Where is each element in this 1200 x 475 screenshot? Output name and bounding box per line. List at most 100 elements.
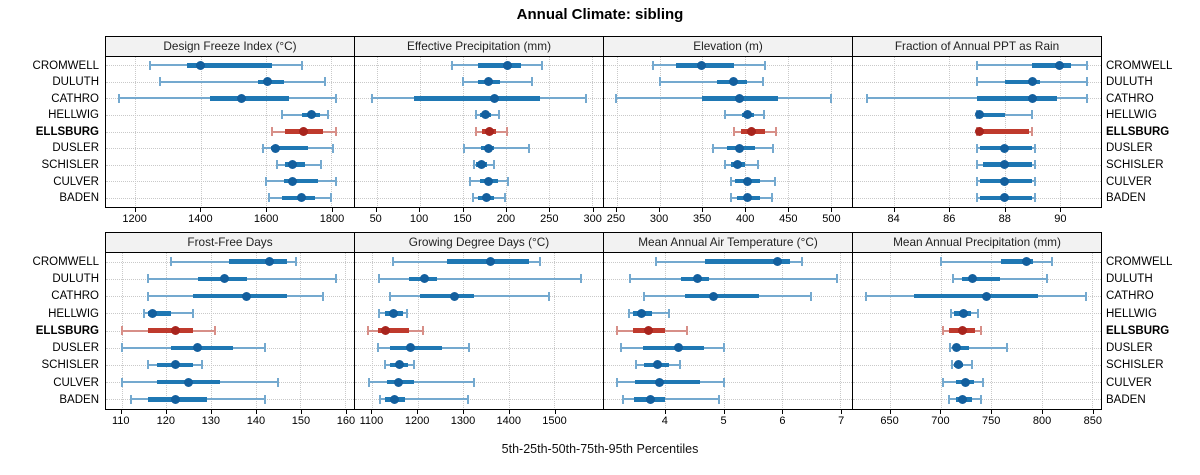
median-dot	[482, 193, 492, 203]
row-label-right: DULUTH	[1106, 273, 1153, 286]
median-dot	[264, 257, 274, 267]
gridline-horizontal	[853, 364, 1101, 366]
iqr-bar-25th-75th	[1001, 259, 1034, 264]
panel-box: Growing Degree Days (°C)	[354, 232, 604, 410]
iqr-bar-25th-75th	[634, 379, 700, 385]
whisker-end-cap	[271, 127, 274, 136]
axis-tick-label: 4	[661, 414, 668, 427]
axis-tick-mark	[991, 409, 993, 414]
whisker-end-cap	[321, 291, 324, 301]
whisker-end-cap	[614, 93, 617, 103]
whisker-end-cap	[461, 77, 464, 87]
gridline-horizontal	[604, 131, 852, 133]
panel-plot	[853, 57, 1101, 206]
axis-tick-label: 800	[1032, 414, 1052, 427]
axis-tick-mark	[831, 207, 833, 212]
whisker-end-cap	[722, 343, 725, 353]
whisker-end-cap	[580, 274, 583, 284]
row-label-right: ELLSBURG	[1106, 125, 1170, 138]
gridline-horizontal	[106, 131, 354, 133]
whisker-end-cap	[469, 176, 472, 186]
axis-tick-mark	[266, 207, 268, 212]
row-label-right: HELLWIG	[1106, 307, 1157, 320]
gridline-horizontal	[604, 347, 852, 349]
whisker-end-cap	[835, 274, 838, 284]
gridline-horizontal	[106, 164, 354, 166]
whisker-end-cap	[976, 176, 978, 186]
whisker-end-cap	[472, 377, 475, 387]
median-dot	[981, 291, 991, 301]
axis-tick-label: 1100	[359, 414, 384, 427]
whisker-end-cap	[331, 143, 334, 153]
whisker-end-cap	[1006, 343, 1009, 353]
median-dot	[1027, 93, 1037, 103]
whisker-end-cap	[771, 193, 774, 203]
whisker-end-cap	[147, 291, 150, 301]
median-dot	[196, 60, 206, 70]
gridline-horizontal	[604, 364, 852, 366]
row-label-right: CULVER	[1106, 175, 1152, 188]
median-dot	[1027, 77, 1037, 87]
whisker-end-cap	[865, 93, 868, 103]
whisker-end-cap	[330, 193, 333, 203]
whisker-end-cap	[1045, 274, 1048, 284]
whisker-end-cap	[622, 394, 625, 404]
median-dot	[1000, 160, 1010, 170]
axis-tick-mark	[371, 409, 373, 414]
median-dot	[483, 176, 493, 186]
row-label-left: HELLWIG	[48, 109, 99, 122]
row-label-left: ELLSBURG	[35, 125, 99, 138]
median-dot	[271, 143, 281, 153]
panel-axis: 1200 1400 1600 1800	[105, 207, 355, 230]
median-dot	[693, 274, 703, 284]
row-label-left: ELLSBURG	[35, 324, 99, 337]
median-dot	[148, 308, 158, 318]
whisker-end-cap	[829, 93, 832, 103]
median-dot	[242, 291, 252, 301]
median-dot	[298, 127, 308, 136]
panel-box: Design Freeze Index (°C)	[105, 36, 355, 208]
panel-plot	[853, 253, 1101, 408]
median-dot	[743, 110, 753, 120]
axis-tick-label: 400	[736, 212, 755, 225]
whisker-end-cap	[475, 127, 478, 136]
whisker-end-cap	[391, 257, 394, 267]
panel-plot	[106, 253, 354, 408]
iqr-bar-25th-75th	[684, 293, 759, 299]
whisker-end-cap	[492, 160, 495, 170]
iqr-bar-25th-75th	[193, 293, 287, 299]
whisker-end-cap	[976, 60, 978, 70]
median-dot	[959, 308, 969, 318]
gridline-horizontal	[106, 114, 354, 116]
iqr-bar-25th-75th	[378, 328, 409, 333]
median-dot	[734, 143, 744, 153]
whisker-5th-95th	[977, 113, 1033, 116]
row-label-right: DUSLER	[1106, 342, 1153, 355]
gridline-horizontal	[604, 382, 852, 384]
median-dot	[502, 60, 512, 70]
row-label-left: DUSLER	[52, 142, 99, 155]
iqr-bar-25th-75th	[961, 276, 1001, 282]
whisker-end-cap	[730, 193, 733, 203]
whisker-end-cap	[169, 257, 172, 267]
median-dot	[772, 257, 782, 267]
whisker-end-cap	[810, 291, 813, 301]
median-dot	[654, 377, 664, 387]
whisker-end-cap	[949, 308, 952, 318]
whisker-end-cap	[466, 394, 469, 404]
row-label-left: CATHRO	[51, 290, 99, 303]
panel-axis: 110 120 130 140 150 160	[105, 409, 355, 432]
gridline-horizontal	[106, 330, 354, 332]
gridline-horizontal	[355, 313, 603, 315]
panel-plot	[604, 57, 852, 206]
whisker-5th-95th	[463, 147, 529, 150]
median-dot	[388, 308, 398, 318]
gridline-horizontal	[355, 364, 603, 366]
whisker-end-cap	[762, 77, 765, 87]
gridline-horizontal	[604, 330, 852, 332]
iqr-bar-25th-75th	[148, 311, 171, 316]
whisker-end-cap	[142, 308, 145, 318]
whisker-end-cap	[654, 257, 657, 267]
whisker-end-cap	[616, 326, 619, 335]
